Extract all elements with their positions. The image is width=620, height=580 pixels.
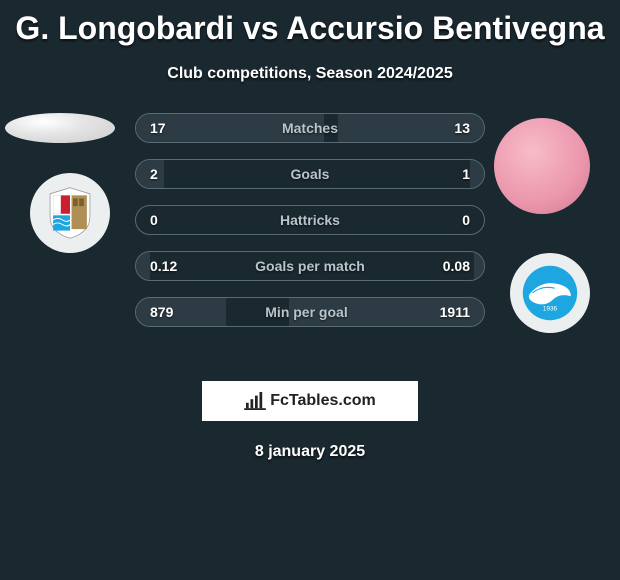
- stat-value-left: 2: [150, 166, 158, 182]
- stat-row: 0.12 Goals per match 0.08: [135, 251, 485, 281]
- stat-value-left: 0.12: [150, 258, 177, 274]
- stat-value-left: 17: [150, 120, 166, 136]
- stat-value-right: 0.08: [443, 258, 470, 274]
- pescara-crest-icon: 1936: [518, 261, 582, 325]
- subtitle: Club competitions, Season 2024/2025: [0, 65, 620, 83]
- svg-text:1936: 1936: [543, 306, 558, 313]
- stat-row: 879 Min per goal 1911: [135, 297, 485, 327]
- player-right-avatar: [494, 118, 590, 214]
- stat-fill-left: [136, 252, 150, 280]
- stat-label: Matches: [282, 120, 338, 136]
- stat-value-right: 0: [462, 212, 470, 228]
- stat-fill-right: [470, 160, 484, 188]
- bar-chart-icon: [244, 392, 266, 410]
- rimini-crest-icon: [47, 186, 93, 240]
- stat-label: Hattricks: [280, 212, 340, 228]
- club-left-badge: [30, 173, 110, 253]
- stat-label: Min per goal: [265, 304, 347, 320]
- club-right-badge: 1936: [510, 253, 590, 333]
- stat-value-left: 879: [150, 304, 173, 320]
- stat-value-right: 1911: [440, 304, 470, 320]
- stats-list: 17 Matches 13 2 Goals 1 0 Hattricks 0 0.12 Goals p…: [135, 113, 485, 343]
- stat-value-right: 1: [462, 166, 470, 182]
- stat-row: 17 Matches 13: [135, 113, 485, 143]
- stat-label: Goals: [291, 166, 330, 182]
- stat-row: 0 Hattricks 0: [135, 205, 485, 235]
- brand-badge: FcTables.com: [202, 381, 418, 421]
- player-left-avatar: [5, 113, 115, 143]
- stat-value-right: 13: [454, 120, 470, 136]
- comparison-panel: 1936 17 Matches 13 2 Goals 1 0 Hattricks 0 0.12 Go…: [0, 113, 620, 373]
- brand-label: FcTables.com: [270, 392, 376, 410]
- date-label: 8 january 2025: [0, 443, 620, 461]
- stat-fill-right: [474, 252, 484, 280]
- page-title: G. Longobardi vs Accursio Bentivegna: [0, 0, 620, 47]
- stat-row: 2 Goals 1: [135, 159, 485, 189]
- stat-label: Goals per match: [255, 258, 365, 274]
- stat-value-left: 0: [150, 212, 158, 228]
